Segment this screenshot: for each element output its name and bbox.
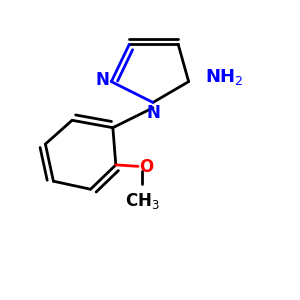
Text: NH$_2$: NH$_2$ xyxy=(205,67,244,87)
Text: CH$_3$: CH$_3$ xyxy=(125,191,160,211)
Text: N: N xyxy=(146,104,160,122)
Text: N: N xyxy=(96,71,110,89)
Text: O: O xyxy=(139,158,153,176)
